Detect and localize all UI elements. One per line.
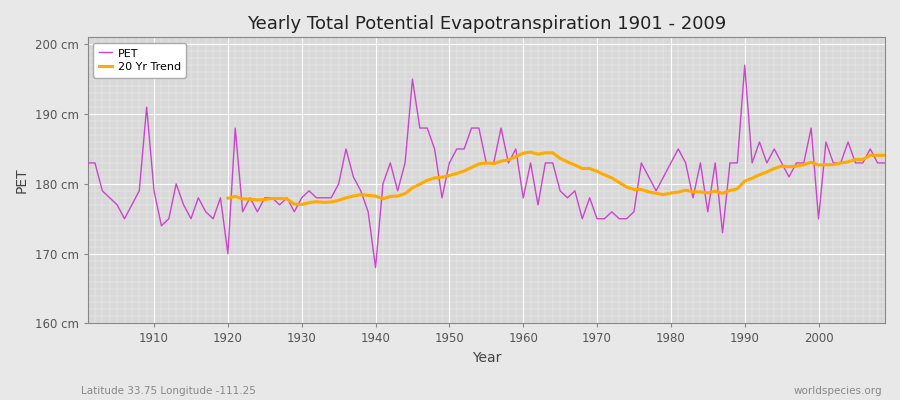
PET: [141, 105, 152, 110]
Y-axis label: PET: PET: [15, 168, 29, 193]
PET: [879, 160, 890, 165]
20 Yr Trend: [222, 196, 233, 200]
PET: [614, 216, 625, 221]
PET: [370, 265, 381, 270]
PET: [82, 160, 93, 165]
PET: [348, 174, 359, 179]
PET: [739, 63, 750, 68]
PET: [526, 160, 536, 165]
20 Yr Trend: [798, 162, 809, 167]
20 Yr Trend: [296, 202, 307, 207]
20 Yr Trend: [784, 164, 795, 169]
Legend: PET, 20 Yr Trend: PET, 20 Yr Trend: [93, 43, 186, 78]
Text: Latitude 33.75 Longitude -111.25: Latitude 33.75 Longitude -111.25: [81, 386, 256, 396]
20 Yr Trend: [879, 153, 890, 158]
PET: [518, 196, 528, 200]
20 Yr Trend: [429, 176, 440, 180]
Title: Yearly Total Potential Evapotranspiration 1901 - 2009: Yearly Total Potential Evapotranspiratio…: [247, 15, 726, 33]
Line: PET: PET: [87, 65, 885, 268]
Text: worldspecies.org: worldspecies.org: [794, 386, 882, 396]
Line: 20 Yr Trend: 20 Yr Trend: [228, 152, 885, 204]
20 Yr Trend: [319, 200, 329, 205]
X-axis label: Year: Year: [472, 351, 501, 365]
PET: [303, 188, 314, 193]
20 Yr Trend: [526, 150, 536, 154]
20 Yr Trend: [695, 190, 706, 194]
20 Yr Trend: [865, 153, 876, 158]
